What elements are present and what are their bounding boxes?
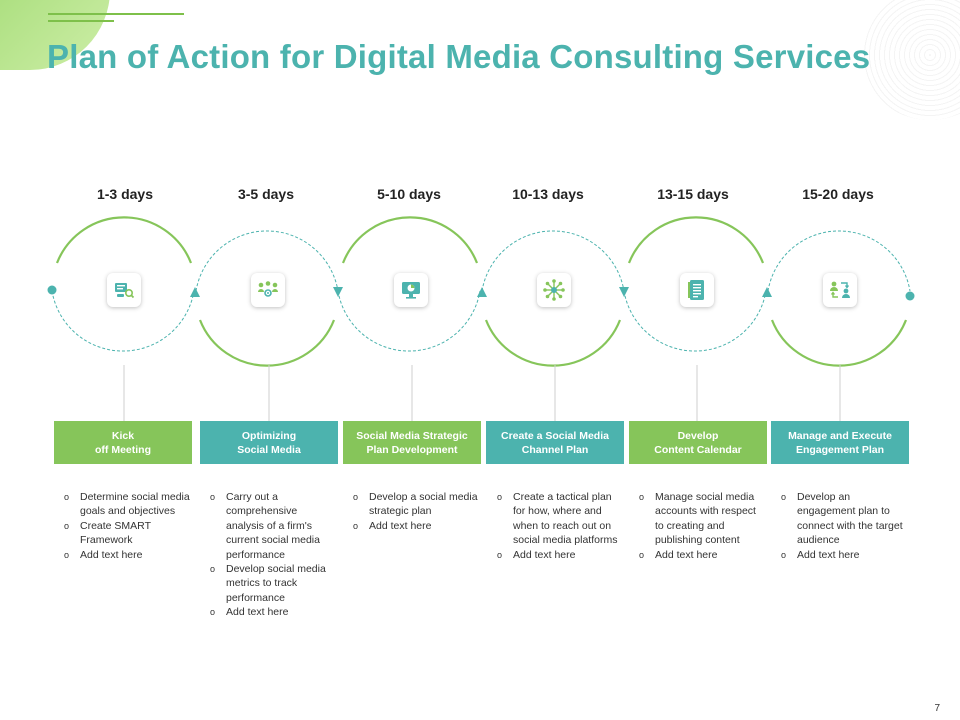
stage-6-title-line1: Manage and Execute [788, 429, 892, 442]
people-exchange-icon [830, 281, 850, 298]
stage-2-box: Optimizing Social Media [200, 421, 338, 464]
stage-2-days: 3-5 days [237, 186, 295, 202]
list-item: o Add text here [210, 606, 289, 619]
header-accent-lines [48, 13, 184, 27]
meeting-icon [115, 283, 135, 299]
stage-2-title-line2: Social Media [237, 443, 301, 456]
stage-5-icon-tile [680, 273, 714, 307]
list-item: o Add text here [64, 548, 143, 561]
stage-1-bullets: o Determine social media goals and object… [62, 490, 192, 562]
monitor-chart-icon [402, 282, 420, 299]
list-item: o Develop social media metrics to track p… [210, 563, 326, 604]
list-item: o Add text here [497, 548, 576, 561]
arrow-up-1 [190, 287, 200, 297]
dashed-arc-2 [195, 230, 339, 292]
stage-3-box: Social Media Strategic Plan Development [343, 421, 481, 464]
arc-stage-4 [484, 319, 622, 367]
arrow-down-2 [333, 287, 343, 297]
stage-1-days: 1-3 days [96, 186, 154, 202]
stage-5-days: 13-15 days [657, 186, 729, 202]
stage-6-days: 15-20 days [802, 186, 874, 202]
stage-3-days: 5-10 days [377, 186, 441, 202]
stage-3-bullets: o Develop a social media strategic plan o… [351, 490, 481, 533]
stage-5-bullets: o Manage social media accounts with respe… [637, 490, 767, 562]
arrow-down-4 [619, 287, 629, 297]
stage-2-bullets: o Carry out a comprehensive analysis of a… [208, 490, 338, 620]
list-item: o Add text here [353, 519, 432, 532]
stage-1-icon-tile [107, 273, 141, 307]
dashed-arc-6 [767, 230, 911, 292]
list-item: o Carry out a comprehensive analysis of a… [210, 491, 320, 561]
stage-5-title-line2: Content Calendar [654, 443, 742, 456]
stage-3-icon-tile [394, 273, 428, 307]
stage-5-title-line1: Develop [677, 429, 719, 442]
stage-3-title-line2: Plan Development [366, 443, 458, 456]
stage-6-title-line2: Engagement Plan [795, 443, 885, 456]
list-item: o Add text here [781, 548, 860, 561]
page-number: 7 [934, 703, 940, 714]
network-people-icon [258, 281, 278, 297]
stage-6-icon-tile [823, 273, 857, 307]
stage-5-box: Develop Content Calendar [629, 421, 767, 464]
dashed-arc-4 [481, 230, 625, 292]
list-item: o Develop a social media strategic plan [353, 491, 478, 518]
arc-stage-3 [341, 216, 479, 264]
list-item: o Add text here [639, 548, 718, 561]
dashed-arc-5 [623, 290, 767, 352]
page-title: Plan of Action for Digital Media Consult… [47, 38, 871, 75]
stage-4-title-line1: Create a Social Media [501, 429, 609, 442]
arc-stage-2 [198, 319, 336, 367]
arc-stage-1 [55, 216, 193, 264]
arrow-up-5 [762, 287, 772, 297]
stage-1-box: Kick off Meeting [54, 421, 192, 464]
arrow-up-3 [477, 287, 487, 297]
arc-stage-5 [627, 216, 765, 264]
stage-3-title-line1: Social Media Strategic [356, 429, 468, 442]
stage-4-days: 10-13 days [512, 186, 584, 202]
list-item: o Manage social media accounts with respe… [639, 491, 756, 547]
arc-stage-6 [770, 319, 908, 367]
timeline-start-dot [47, 285, 57, 295]
dashed-arc-3 [337, 290, 481, 352]
stage-6-box: Manage and Execute Engagement Plan [771, 421, 909, 464]
stage-1-title-line1: Kick [111, 429, 135, 442]
stage-2-title-line1: Optimizing [241, 429, 297, 442]
stage-4-icon-tile [537, 273, 571, 307]
list-item: o Create a tactical plan for how, where a… [497, 491, 618, 547]
stage-4-box: Create a Social Media Channel Plan [486, 421, 624, 464]
list-item: o Develop an engagement plan to connect w… [781, 491, 903, 547]
stage-6-bullets: o Develop an engagement plan to connect w… [779, 490, 909, 562]
stage-1-title-line2: off Meeting [95, 443, 151, 456]
dashed-arc-1 [51, 290, 195, 352]
hub-network-icon [543, 279, 565, 301]
stage-4-title-line2: Channel Plan [521, 443, 589, 456]
stage-2-icon-tile [251, 273, 285, 307]
timeline-end-dot [905, 291, 915, 301]
stage-4-bullets: o Create a tactical plan for how, where a… [495, 490, 625, 562]
list-item: o Determine social media goals and object… [64, 491, 190, 518]
list-item: o Create SMART Framework [64, 519, 151, 547]
document-calendar-icon [688, 280, 704, 300]
